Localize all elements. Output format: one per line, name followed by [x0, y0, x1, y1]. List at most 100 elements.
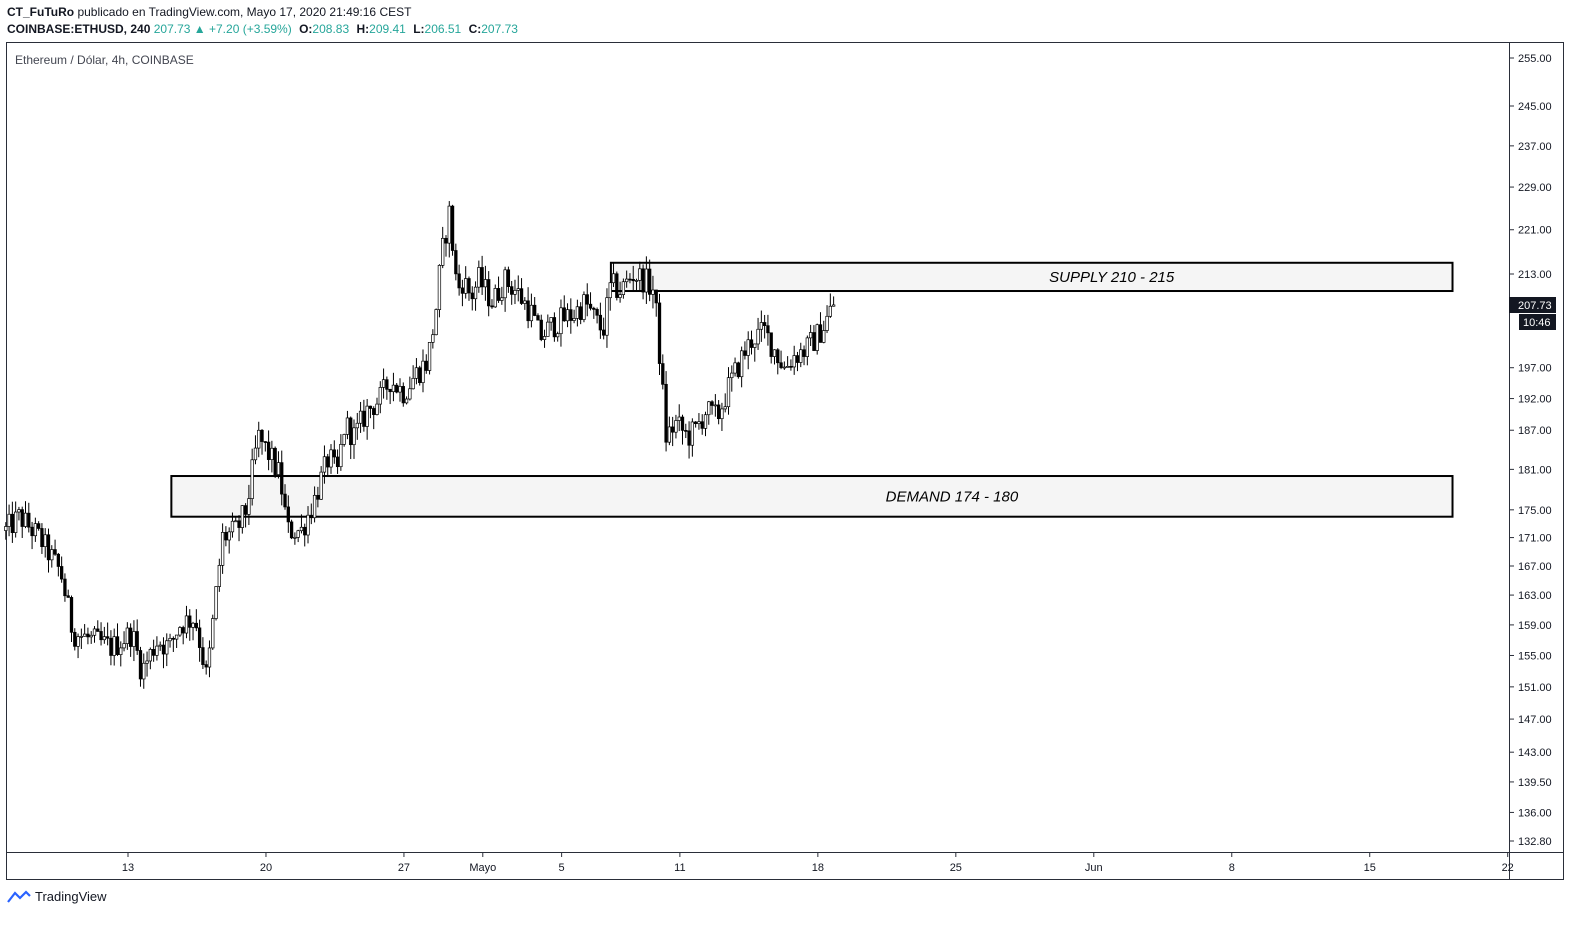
candle [513, 279, 517, 305]
candle-body [769, 332, 773, 357]
candle [523, 297, 527, 310]
price-axis[interactable]: 255.00 245.00 237.00 229.00 221.00 213.00 197.… [1509, 53, 1552, 848]
price-tick-label: 143.00 [1518, 747, 1552, 759]
candle-body [552, 317, 557, 338]
candle [122, 631, 126, 652]
candle-body [496, 288, 501, 301]
candle-body [414, 367, 419, 379]
candle-body [220, 532, 225, 566]
zone-box-1 [609, 261, 1454, 293]
candle [395, 382, 399, 394]
candle-body [546, 321, 550, 337]
time-tick-label: 5 [559, 862, 565, 874]
candle [36, 521, 41, 531]
open-label: O: [299, 22, 313, 36]
candle [43, 528, 47, 558]
candle-body [112, 636, 116, 656]
candle-body [431, 334, 435, 343]
candle [207, 640, 212, 678]
candle-body [197, 627, 202, 648]
candle-body [174, 634, 179, 640]
candle-body [628, 278, 632, 281]
price-tick-label: 147.00 [1518, 714, 1552, 726]
candle-body [460, 287, 465, 294]
last-price-box [1509, 297, 1556, 313]
candle [450, 204, 455, 256]
candle [556, 331, 560, 342]
candle [63, 573, 67, 602]
candle [697, 413, 701, 430]
candle [473, 281, 478, 311]
price-tick-label: 167.00 [1518, 561, 1552, 573]
candle [342, 433, 346, 447]
candle-body [161, 644, 166, 655]
candle [119, 641, 123, 667]
candle [815, 323, 819, 355]
candle-body [312, 494, 317, 519]
candle-body [749, 339, 754, 348]
candle-body [707, 401, 711, 416]
candle-body [286, 506, 290, 523]
candle [105, 622, 110, 646]
candle [562, 295, 566, 322]
candle [53, 539, 57, 556]
candle [690, 418, 695, 457]
candle-body [625, 278, 629, 283]
candle-body [802, 349, 806, 357]
candle-body [743, 350, 747, 356]
author-name[interactable]: CT_FuTuRo [7, 5, 75, 19]
zone-label-1: SUPPLY 210 - 215 [1049, 269, 1175, 286]
candle [825, 305, 829, 334]
candle [375, 397, 379, 416]
candle-body [273, 447, 277, 475]
candle [322, 445, 327, 484]
candle [132, 620, 136, 662]
candle [102, 626, 106, 644]
candle-body [362, 410, 366, 427]
candle-body [703, 414, 708, 429]
candle [802, 345, 806, 366]
candle [197, 619, 202, 662]
ohlc-legend: COINBASE:ETHUSD, 240 207.73 ▲ +7.20 (+3.… [7, 22, 518, 36]
candle [79, 628, 84, 649]
last-price-label: 207.73 [1518, 300, 1552, 312]
candle-body [355, 422, 359, 429]
candle-body [201, 647, 205, 665]
candle-body [493, 288, 497, 308]
candle-body [227, 531, 231, 541]
candle-body [69, 597, 74, 633]
footer-brand[interactable]: TradingView [7, 889, 107, 904]
price-tick-label: 136.00 [1518, 807, 1552, 819]
candle [184, 605, 189, 639]
candle-body [36, 523, 41, 529]
candle [148, 647, 152, 670]
candle [171, 636, 175, 652]
time-axis[interactable]: 13 20 27 Mayo 5 11 18 25 Jun 8 15 22 [122, 852, 1514, 874]
candle-body [690, 421, 695, 446]
candle [66, 589, 70, 598]
candle [822, 320, 826, 344]
candle-body [270, 447, 274, 460]
candle [352, 419, 356, 459]
candle [664, 371, 668, 452]
candle [408, 376, 412, 401]
candle [411, 365, 415, 390]
candle [519, 278, 524, 305]
candle-body [306, 514, 310, 536]
candle [243, 503, 248, 528]
candle [457, 264, 461, 296]
time-tick-label: 13 [122, 862, 134, 874]
candle-body [240, 505, 244, 528]
candle [158, 641, 162, 651]
candle-body [230, 520, 235, 533]
candle-body [523, 300, 527, 304]
candle [483, 265, 488, 301]
candle-body [506, 269, 511, 287]
candle-body [224, 532, 228, 541]
candle [296, 529, 300, 543]
countdown-box [1519, 314, 1556, 330]
price-change: +7.20 (+3.59%) [209, 22, 292, 36]
candle-body [766, 325, 770, 334]
candle-body [713, 404, 718, 407]
